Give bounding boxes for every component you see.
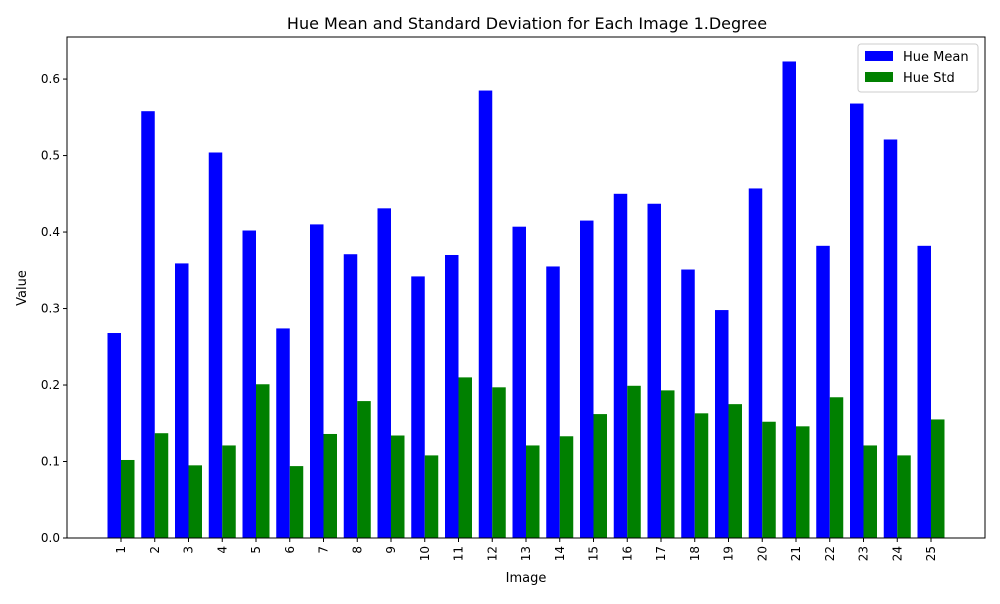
bar-hue-mean-13 <box>512 226 526 539</box>
bar-hue-std-4 <box>222 445 236 538</box>
legend-swatch-hue-std <box>865 72 893 82</box>
bar-hue-std-10 <box>424 455 439 538</box>
bar-hue-mean-21 <box>782 61 796 538</box>
x-tick-label: 6 <box>283 546 297 554</box>
bar-hue-mean-24 <box>883 139 898 538</box>
bar-hue-std-7 <box>323 433 337 538</box>
bar-hue-mean-7 <box>310 224 324 538</box>
bar-hue-std-23 <box>863 445 877 538</box>
x-tick-label: 17 <box>654 546 668 561</box>
legend-label-hue-std: Hue Std <box>903 71 955 86</box>
x-axis-label: Image <box>506 571 547 586</box>
y-tick-label: 0.2 <box>41 378 60 392</box>
legend: Hue Mean Hue Std <box>857 43 979 93</box>
chart-title: Hue Mean and Standard Deviation for Each… <box>287 14 767 33</box>
bar-hue-mean-15 <box>580 220 594 539</box>
bar-hue-mean-22 <box>816 245 830 539</box>
bar-hue-mean-6 <box>276 328 290 538</box>
x-tick-label: 22 <box>823 546 837 561</box>
bar-hue-std-22 <box>829 397 844 538</box>
x-tick-label: 19 <box>722 546 736 561</box>
bar-hue-mean-14 <box>546 266 560 538</box>
bar-hue-std-25 <box>931 419 945 538</box>
y-tick-label: 0.6 <box>41 72 60 86</box>
bar-hue-mean-17 <box>647 203 661 538</box>
bar-hue-std-5 <box>256 384 270 538</box>
y-tick-label: 0.4 <box>41 225 60 239</box>
x-tick-label: 4 <box>215 546 229 554</box>
bar-hue-std-17 <box>661 390 675 538</box>
bar-hue-std-8 <box>357 401 371 538</box>
bar-hue-std-3 <box>188 465 202 538</box>
x-tick-label: 1 <box>114 546 128 554</box>
bar-hue-std-15 <box>593 414 607 538</box>
x-tick-label: 12 <box>485 546 499 561</box>
x-tick-label: 21 <box>789 546 803 561</box>
bar-hue-std-18 <box>694 413 709 538</box>
bar-hue-mean-16 <box>613 193 628 539</box>
x-tick-label: 8 <box>350 546 364 554</box>
bar-hue-mean-19 <box>715 310 729 538</box>
bar-hue-mean-12 <box>478 90 493 538</box>
bar-hue-std-2 <box>154 433 169 538</box>
x-tick-label: 2 <box>148 546 162 554</box>
y-tick-label: 0.0 <box>41 531 60 545</box>
bar-hue-std-21 <box>796 426 810 538</box>
bar-hue-std-9 <box>391 435 405 538</box>
bar-hue-mean-10 <box>411 276 425 538</box>
x-tick-label: 20 <box>755 546 769 561</box>
x-tick-label: 11 <box>452 546 466 561</box>
x-tick-label: 14 <box>553 546 567 561</box>
bar-hue-std-14 <box>559 436 574 538</box>
bar-hue-mean-1 <box>107 333 121 538</box>
x-tick-label: 25 <box>924 546 938 561</box>
bar-hue-mean-5 <box>242 230 256 538</box>
bar-hue-mean-11 <box>445 254 459 538</box>
x-tick-label: 13 <box>519 546 533 561</box>
bar-hue-std-19 <box>728 404 742 538</box>
bar-hue-mean-8 <box>343 254 358 538</box>
bar-hue-std-1 <box>121 459 135 538</box>
legend-swatch-hue-mean <box>865 51 893 61</box>
x-tick-label: 9 <box>384 546 398 554</box>
x-tick-label: 24 <box>890 546 904 561</box>
x-tick-label: 10 <box>418 546 432 561</box>
x-tick-label: 16 <box>620 546 634 561</box>
bar-hue-mean-2 <box>141 111 155 538</box>
bar-hue-std-6 <box>289 466 304 538</box>
bar-hue-mean-4 <box>208 152 223 538</box>
y-tick-label: 0.3 <box>41 302 60 316</box>
x-tick-label: 15 <box>587 546 601 561</box>
bar-hue-std-24 <box>897 455 911 538</box>
x-tick-label: 3 <box>182 546 196 554</box>
bar-hue-std-16 <box>627 385 641 538</box>
y-tick-label: 0.1 <box>41 455 60 469</box>
x-tick-label: 7 <box>317 546 331 554</box>
legend-label-hue-mean: Hue Mean <box>903 50 969 65</box>
plot-area <box>107 61 945 539</box>
bar-hue-std-12 <box>492 387 506 538</box>
bar-hue-mean-23 <box>850 103 864 538</box>
x-tick-label: 5 <box>249 546 263 554</box>
bar-hue-mean-18 <box>681 269 695 538</box>
x-tick-label: 18 <box>688 546 702 561</box>
bar-hue-std-20 <box>762 421 776 538</box>
bar-hue-std-11 <box>458 377 472 538</box>
bar-hue-mean-3 <box>175 263 189 538</box>
bar-hue-mean-25 <box>917 245 931 539</box>
bar-hue-std-13 <box>526 445 540 538</box>
y-axis-label: Value <box>15 270 30 306</box>
axes: 0.00.10.20.30.40.50.61 2 3 4 5 6 7 8 9 10 11 12 13 14… <box>41 72 938 561</box>
y-tick-label: 0.5 <box>41 149 60 163</box>
x-tick-label: 23 <box>857 546 871 561</box>
bar-hue-mean-9 <box>377 208 391 538</box>
bar-hue-mean-20 <box>748 188 763 538</box>
